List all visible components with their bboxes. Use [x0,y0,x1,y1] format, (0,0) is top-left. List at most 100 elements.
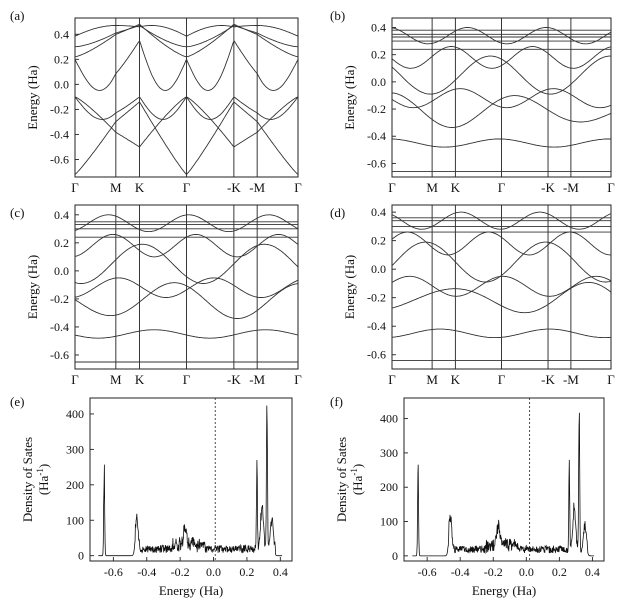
y-tick-label: -0.6 [367,156,386,170]
y-tick-label: 0.4 [54,208,69,222]
band-line [75,40,298,91]
y-tick-label: 0.4 [54,27,69,41]
y-tick-label: 0.4 [371,205,386,219]
kpoint-label: Γ [183,372,191,387]
y-tick-label: 200 [380,480,398,494]
band-line [392,211,611,230]
kpoint-label: -K [541,180,555,195]
band-line [75,101,298,176]
y-tick-label: 300 [380,446,398,460]
y-tick-label: 0.2 [54,52,69,66]
kpoint-label: Γ [183,180,191,195]
kpoint-label: Γ [294,372,302,387]
y-axis-label: Energy (Ha) [342,255,357,319]
band-line [392,275,611,297]
y-axis-label: Energy (Ha) [25,255,40,319]
kpoint-label: -M [249,180,265,195]
y-axis-label: Density of Sates (Ha-1) [20,437,51,522]
dos-curve [412,412,595,557]
y-tick-label: -0.4 [50,320,69,334]
band-line [75,329,298,339]
x-tick-label: 0.4 [585,565,600,579]
y-tick-label: 0.0 [54,77,69,91]
y-axis-label-part: -1 [349,468,359,476]
panel-label: (c) [10,205,24,220]
kpoint-label: K [135,372,145,387]
kpoint-label: -M [563,372,579,387]
band-line [75,96,298,120]
y-tick-label: -0.6 [50,152,69,166]
dos-panel-5: (f) 0 100 200 300 400 -0.6 -0.4 -0.2 0.0 0.2 0.4 Ene… [330,394,605,598]
band-line [392,88,611,109]
x-tick-label: 0.0 [206,565,221,579]
kpoint-label: Γ [498,180,506,195]
kpoint-label: Γ [498,372,506,387]
y-axis-label-line1: Density of Sates [20,437,35,522]
kpoint-label: M [110,372,122,387]
band-line [392,46,611,69]
panel-label: (f) [330,394,343,409]
x-tick-label: -0.4 [137,565,156,579]
band-panel-2: (c) 0.4 0.2 0.0 -0.2 -0.4 -0.6 Energy (Ha) Γ M K Γ -… [10,204,302,387]
kpoint-label: K [135,180,145,195]
band-line [75,277,298,298]
kpoint-label: Γ [388,372,396,387]
y-axis-label-part: -1 [35,468,45,476]
kpoint-label: M [426,180,438,195]
kpoint-label: K [451,372,461,387]
kpoint-label: -M [563,180,579,195]
y-axis-label-part: (Ha [350,475,365,495]
y-tick-label: -0.6 [50,348,69,362]
y-tick-label: -0.4 [367,129,386,143]
y-tick-label: 0.0 [371,75,386,89]
x-tick-label: -0.6 [104,565,123,579]
kpoint-label: -K [227,180,241,195]
band-panel-3: (d) 0.4 0.2 0.0 -0.2 -0.4 -0.6 Energy (Ha) Γ M K Γ -… [330,204,615,387]
y-tick-label: -0.6 [367,348,386,362]
x-axis-label: Energy (Ha) [159,583,223,598]
band-line [75,282,298,319]
y-tick-label: 200 [66,478,84,492]
plot-frame [89,397,293,562]
band-line [75,243,298,284]
y-axis-label: Density of Sates (Ha-1) [334,437,365,522]
band-line [392,281,611,314]
y-axis-label-part: (Ha [36,475,51,495]
kpoint-label: Γ [607,180,615,195]
kpoint-label: -K [227,372,241,387]
panel-label: (b) [330,8,345,23]
band-line [392,27,611,45]
band-line [392,138,611,148]
kpoint-label: Γ [71,180,79,195]
y-tick-label: 0.0 [54,264,69,278]
kpoint-label: Γ [71,372,79,387]
x-tick-label: -0.2 [171,565,190,579]
bands [75,23,298,176]
dos-curve [98,405,282,557]
y-tick-label: -0.2 [50,292,69,306]
kpoint-label: -M [249,372,265,387]
y-axis-label: Energy (Ha) [25,65,40,129]
band-panel-0: (a) 0.4 0.2 0.0 -0.2 -0.4 -0.6 Energy (Ha) Γ M K Γ -… [10,8,302,195]
x-tick-label: -0.2 [484,565,503,579]
y-axis-label-part: ) [350,464,365,468]
y-tick-label: 100 [380,515,398,529]
y-axis-label-line2: (Ha-1) [349,464,365,495]
x-tick-label: -0.4 [451,565,470,579]
y-tick-label: 0.2 [54,236,69,250]
band-panel-1: (b) 0.4 0.2 0.0 -0.2 -0.4 -0.6 Energy (Ha) Γ M K Γ -… [330,8,615,195]
y-axis-label-line1: Density of Sates [334,437,349,522]
band-line [392,231,611,256]
x-axis-label: Energy (Ha) [472,583,536,598]
dos-panel-4: (e) 0 100 200 300 400 -0.6 -0.4 -0.2 0.0 0.2 0.4 Ene… [10,394,293,598]
y-tick-label: 0 [78,549,84,563]
band-line [392,241,611,283]
kpoint-label: M [426,372,438,387]
band-line [75,25,298,37]
kpoint-label: M [110,180,122,195]
y-tick-label: 100 [66,513,84,527]
x-tick-label: 0.2 [552,565,567,579]
y-tick-label: 0.4 [371,21,386,35]
kpoint-label: K [451,180,461,195]
x-tick-label: 0.0 [519,565,534,579]
